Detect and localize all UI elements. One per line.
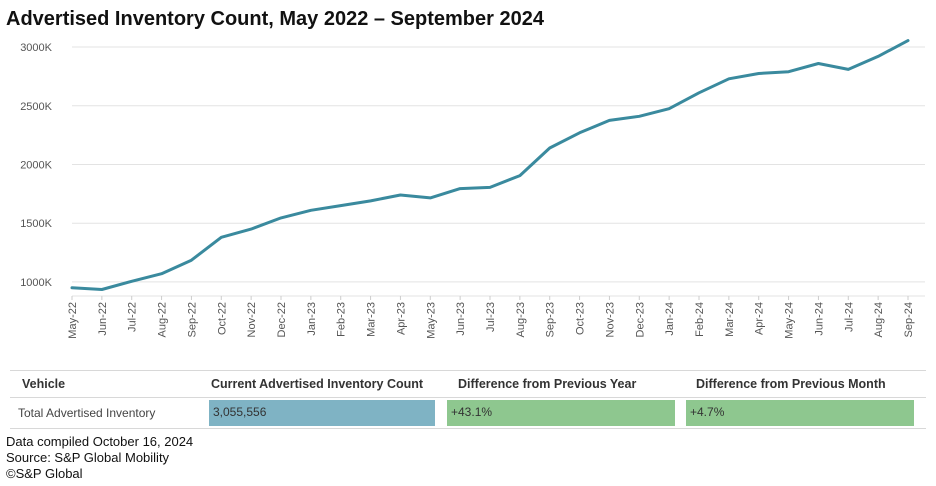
header-current-count: Current Advertised Inventory Count — [211, 377, 424, 391]
footer-notes: Data compiled October 16, 2024 Source: S… — [6, 434, 193, 482]
grid-lines — [72, 46, 925, 297]
y-tick-label: 1500K — [20, 218, 52, 230]
x-tick-label: Feb-23 — [336, 302, 348, 337]
x-tick-label: Mar-23 — [366, 302, 378, 337]
x-tick-label: Mar-24 — [724, 302, 736, 337]
x-tick-label: Nov-22 — [246, 302, 258, 337]
x-tick-label: Apr-23 — [395, 302, 407, 335]
x-tick-label: Apr-24 — [754, 302, 766, 335]
summary-data-row: Total Advertised Inventory 3,055,556 +43… — [10, 398, 926, 429]
x-tick-label: Dec-22 — [276, 302, 288, 337]
x-tick-label: Jun-24 — [813, 302, 825, 336]
y-tick-label: 2000K — [20, 159, 52, 171]
header-vehicle: Vehicle — [22, 377, 66, 391]
x-tick-label: Jun-22 — [97, 302, 109, 336]
x-tick-label: Dec-23 — [634, 302, 646, 337]
prev-month-cell: +4.7% — [686, 400, 914, 426]
x-tick-label: Feb-24 — [694, 302, 706, 337]
line-chart: 1000K 1500K 2000K 2500K 3000K May-22 Jun-22 Ju… — [20, 39, 925, 339]
summary-table: Vehicle Current Advertised Inventory Cou… — [10, 370, 926, 429]
x-tick-label: Nov-23 — [604, 302, 616, 337]
x-tick-label: Jul-22 — [127, 302, 139, 332]
header-prev-month: Difference from Previous Month — [696, 377, 886, 391]
y-tick-label: 1000K — [20, 277, 52, 289]
x-tick-label: Sep-23 — [545, 302, 557, 337]
x-tick-label: Aug-23 — [515, 302, 527, 337]
x-tick-label: Aug-22 — [157, 302, 169, 337]
row-label: Total Advertised Inventory — [18, 406, 156, 420]
y-tick-label: 3000K — [20, 42, 52, 54]
x-tick-label: Sep-24 — [903, 302, 915, 337]
summary-header-row: Vehicle Current Advertised Inventory Cou… — [10, 371, 926, 398]
x-tick-label: May-24 — [784, 302, 796, 339]
x-tick-label: May-23 — [425, 302, 437, 339]
footer-source: Source: S&P Global Mobility — [6, 450, 170, 465]
header-prev-year: Difference from Previous Year — [458, 377, 637, 391]
current-count-cell: 3,055,556 — [209, 400, 435, 426]
y-axis-ticks: 1000K 1500K 2000K 2500K 3000K — [20, 42, 52, 289]
x-axis-ticks: May-22 Jun-22 Jul-22 Aug-22 Sep-22 Oct-22 Nov-… — [67, 296, 915, 339]
x-tick-label: Jul-23 — [485, 302, 497, 332]
x-tick-label: Aug-24 — [873, 302, 885, 337]
footer-compiled-date: Data compiled October 16, 2024 — [6, 434, 194, 449]
x-tick-label: Oct-22 — [216, 302, 228, 335]
y-tick-label: 2500K — [20, 101, 52, 113]
x-tick-label: Jun-23 — [455, 302, 467, 336]
prev-year-cell: +43.1% — [447, 400, 675, 426]
x-tick-label: Jan-24 — [664, 302, 676, 336]
x-tick-label: Jan-23 — [306, 302, 318, 336]
x-tick-label: May-22 — [67, 302, 79, 339]
series-line-total-inventory — [70, 39, 910, 291]
x-tick-label: Sep-22 — [186, 302, 198, 337]
x-tick-label: Jul-24 — [843, 302, 855, 332]
x-tick-label: Oct-23 — [575, 302, 587, 335]
footer-copyright: ©S&P Global — [6, 466, 83, 481]
chart-title: Advertised Inventory Count, May 2022 – S… — [6, 8, 544, 30]
